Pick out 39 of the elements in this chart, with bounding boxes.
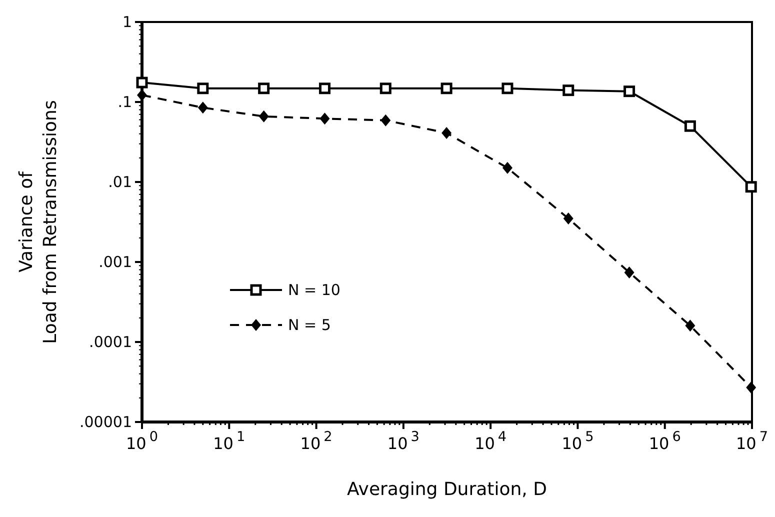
point [318,82,330,94]
y-tick-label: .001 [98,253,132,271]
y-tick-label: .01 [108,173,132,191]
y-tick-label: .00001 [80,413,132,431]
point [198,102,208,114]
legend-label: N = 10 [288,281,340,299]
x-tick-label: 10$^{5}$ [562,429,594,453]
point [320,112,330,125]
point [745,181,757,193]
point [562,84,574,96]
point [563,212,574,224]
point [746,381,756,394]
x-tick-label: 10$^{0}$ [126,429,158,453]
x-tick-label: 10$^{4}$ [474,429,507,453]
point [685,320,696,332]
point [442,126,452,139]
x-tick-label: 10$^{3}$ [387,429,420,453]
point [380,82,392,94]
point [258,82,270,94]
x-tick-label: 10$^{2}$ [300,429,332,453]
legend-label: N = 5 [288,316,331,334]
x-axis-title: Averaging Duration, D [347,479,547,500]
point [258,110,269,122]
point [624,266,634,278]
point [197,82,209,94]
point [502,162,512,174]
point [380,114,391,126]
y-axis-title: Variance of Load from Retransmissions [16,100,61,344]
point [684,120,696,132]
y-tick-label: .1 [118,93,132,111]
y-tick-label: 1 [122,13,132,31]
point [136,76,148,88]
x-tick-label: 10$^{6}$ [648,429,681,453]
x-tick-label: 10$^{7}$ [736,429,768,453]
y-tick-label: .0001 [89,333,132,351]
point [502,82,514,94]
point [440,82,452,94]
point [624,86,636,98]
x-tick-label: 10$^{1}$ [213,429,246,453]
